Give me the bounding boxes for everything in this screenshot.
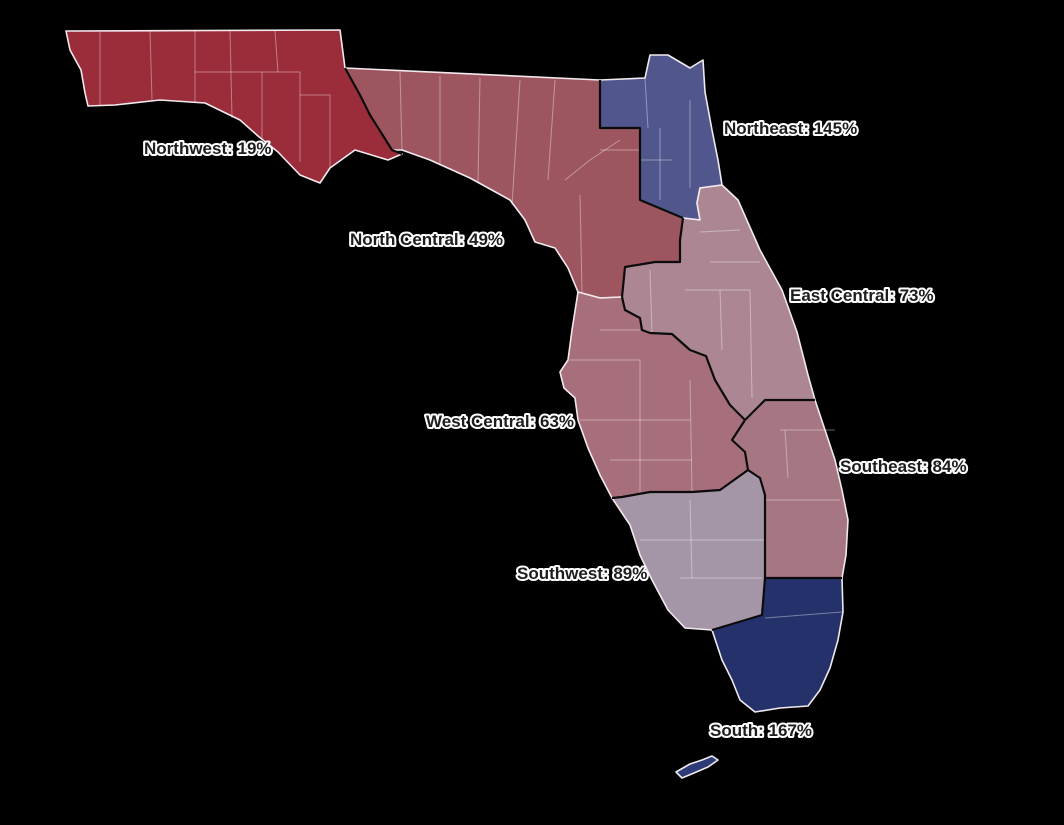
region-south[interactable] bbox=[711, 577, 844, 713]
label-northeast: Northeast: 145% bbox=[724, 119, 857, 138]
label-southeast: Southeast: 84% bbox=[840, 457, 967, 476]
label-southwest: Southwest: 89% bbox=[517, 564, 647, 583]
region-northwest[interactable] bbox=[65, 29, 403, 184]
label-east-central: East Central: 73% bbox=[790, 286, 934, 305]
label-south: South: 167% bbox=[710, 721, 812, 740]
region-boundaries bbox=[344, 67, 842, 632]
label-north-central: North Central: 49% bbox=[350, 230, 503, 249]
region-keys[interactable] bbox=[675, 755, 719, 779]
label-west-central: West Central: 63% bbox=[426, 412, 574, 431]
region-labels: Northwest: 19% North Central: 49% Northe… bbox=[142, 117, 969, 742]
label-northwest: Northwest: 19% bbox=[144, 139, 272, 158]
region-shapes bbox=[65, 29, 849, 779]
county-lines bbox=[99, 30, 843, 619]
